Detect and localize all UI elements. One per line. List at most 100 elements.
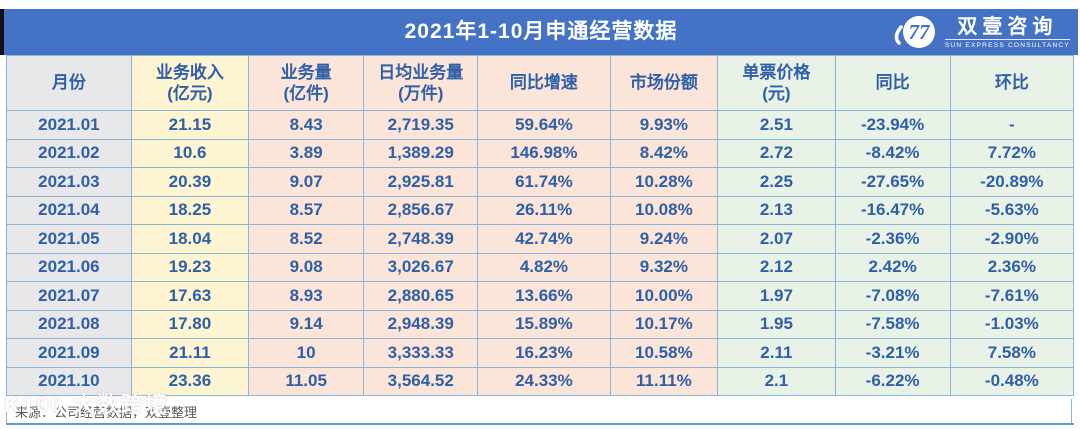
cell: 3.89 bbox=[248, 138, 365, 168]
cell: 9.24% bbox=[609, 224, 719, 254]
cell: -5.63% bbox=[949, 195, 1075, 225]
cell: 2.36% bbox=[949, 252, 1075, 282]
cell: 2,925.81 bbox=[363, 167, 479, 197]
cell: 2021.06 bbox=[6, 252, 132, 282]
cell: 2,719.35 bbox=[363, 110, 479, 140]
cell: 2.51 bbox=[717, 110, 836, 140]
logo-name-en: SUN EXPRESS CONSULTANCY bbox=[944, 38, 1070, 49]
cell: 18.04 bbox=[130, 224, 250, 254]
cell: 2021.04 bbox=[6, 195, 132, 225]
cell: 8.93 bbox=[248, 281, 365, 311]
cell: -27.65% bbox=[834, 167, 951, 197]
cell: 2,748.39 bbox=[363, 224, 479, 254]
cell: 4.82% bbox=[477, 252, 611, 282]
table-row: 2021.02 10.6 3.89 1,389.29 146.98% 8.42% 2.72-… bbox=[6, 138, 1075, 168]
cell: 2021.07 bbox=[6, 281, 132, 311]
cell: 2.07 bbox=[717, 224, 836, 254]
table-row: 2021.09 21.11 10 3,333.33 16.23% 10.58% 2.11 -3… bbox=[6, 338, 1075, 368]
cell: 13.66% bbox=[477, 281, 611, 311]
cell: -6.22% bbox=[834, 366, 951, 396]
cell: 10.08% bbox=[609, 195, 719, 225]
cell: -7.61% bbox=[949, 281, 1075, 311]
cell: 3,026.67 bbox=[363, 252, 479, 282]
cell: 10 bbox=[248, 338, 365, 368]
title-bar: 2021年1-10月申通经营数据 77 双壹咨询 SUN EXPRESS CON… bbox=[4, 9, 1078, 55]
cell: -0.48% bbox=[949, 366, 1075, 396]
cell: 2,948.39 bbox=[363, 309, 479, 339]
cell: 2021.09 bbox=[6, 338, 132, 368]
source-note-row: 来源：公司经营数据，双壹整理 bbox=[6, 399, 1072, 423]
cell: 8.57 bbox=[248, 195, 365, 225]
cell: 21.11 bbox=[130, 338, 250, 368]
cell: 2.25 bbox=[717, 167, 836, 197]
cell: 20.39 bbox=[130, 167, 250, 197]
column-header-5: 市场份额 bbox=[609, 55, 719, 111]
cell: 42.74% bbox=[477, 224, 611, 254]
cell: 3,333.33 bbox=[363, 338, 479, 368]
cell: 8.52 bbox=[248, 224, 365, 254]
cell: -23.94% bbox=[834, 110, 951, 140]
cell: 17.80 bbox=[130, 309, 250, 339]
column-header-6: 单票价格 (元) bbox=[717, 55, 836, 111]
cell: 2,856.67 bbox=[363, 195, 479, 225]
cell: 2021.05 bbox=[6, 224, 132, 254]
logo-name-cn: 双壹咨询 bbox=[957, 15, 1058, 38]
column-header-7: 同比 bbox=[834, 55, 951, 111]
watermark: K100 大数跨境 bbox=[4, 392, 169, 417]
cell: 8.43 bbox=[248, 110, 365, 140]
cell: 9.14 bbox=[248, 309, 365, 339]
table-row: 2021.08 17.80 9.14 2,948.39 15.89% 10.17% 1.95… bbox=[6, 309, 1075, 339]
cell: -20.89% bbox=[949, 167, 1075, 197]
cell: 1.95 bbox=[717, 309, 836, 339]
cell: 21.15 bbox=[130, 110, 250, 140]
table-row: 2021.07 17.63 8.93 2,880.65 13.66% 10.00% 1.97… bbox=[6, 281, 1075, 311]
table-row: 2021.05 18.04 8.52 2,748.39 42.74% 9.24% 2.07 -… bbox=[6, 224, 1075, 254]
cell: -1.03% bbox=[949, 309, 1075, 339]
cell: 18.25 bbox=[130, 195, 250, 225]
cell: 11.11% bbox=[609, 366, 719, 396]
cell: 10.28% bbox=[609, 167, 719, 197]
cell: 23.36 bbox=[130, 366, 250, 396]
cell: 8.42% bbox=[609, 138, 719, 168]
column-header-0: 月份 bbox=[6, 55, 132, 111]
cell: -7.08% bbox=[834, 281, 951, 311]
cell: 10.17% bbox=[609, 309, 719, 339]
column-header-4: 同比增速 bbox=[477, 55, 611, 111]
cell: 2021.01 bbox=[6, 110, 132, 140]
cell: 1,389.29 bbox=[363, 138, 479, 168]
cell: 59.64% bbox=[477, 110, 611, 140]
cell: - bbox=[949, 110, 1075, 140]
cell: 2,880.65 bbox=[363, 281, 479, 311]
data-table: 月份 业务收入 (亿元) 业务量 (亿件) 日均业务量 (万件) 同比增速 市场份额 单票价… bbox=[6, 55, 1075, 396]
cell: 9.93% bbox=[609, 110, 719, 140]
header-row: 月份 业务收入 (亿元) 业务量 (亿件) 日均业务量 (万件) 同比增速 市场份额 单票价… bbox=[6, 55, 1075, 111]
cell: 2.13 bbox=[717, 195, 836, 225]
logo: 77 双壹咨询 SUN EXPRESS CONSULTANCY bbox=[892, 12, 1070, 52]
cell: 2.11 bbox=[717, 338, 836, 368]
cell: 15.89% bbox=[477, 309, 611, 339]
left-edge-artifact bbox=[0, 9, 4, 55]
cell: -2.90% bbox=[949, 224, 1075, 254]
cell: -3.21% bbox=[834, 338, 951, 368]
cell: 16.23% bbox=[477, 338, 611, 368]
cell: 2021.02 bbox=[6, 138, 132, 168]
cell: -8.42% bbox=[834, 138, 951, 168]
table-row: 2021.10 23.36 11.05 3,564.52 24.33% 11.11% 2.1… bbox=[6, 366, 1075, 396]
cell: 11.05 bbox=[248, 366, 365, 396]
table-row: 2021.04 18.25 8.57 2,856.67 26.11% 10.08% 2.13… bbox=[6, 195, 1075, 225]
cell: 2.1 bbox=[717, 366, 836, 396]
table-row: 2021.06 19.23 9.08 3,026.67 4.82% 9.32% 2.12 2.… bbox=[6, 252, 1075, 282]
column-header-1: 业务收入 (亿元) bbox=[130, 55, 250, 111]
cell: 2021.08 bbox=[6, 309, 132, 339]
cell: 1.97 bbox=[717, 281, 836, 311]
cell: 24.33% bbox=[477, 366, 611, 396]
cell: 19.23 bbox=[130, 252, 250, 282]
cell: 2021.03 bbox=[6, 167, 132, 197]
cell: 10.00% bbox=[609, 281, 719, 311]
table-body: 2021.01 21.15 8.43 2,719.35 59.64% 9.93% 2.51-… bbox=[6, 110, 1075, 396]
logo-text: 双壹咨询 SUN EXPRESS CONSULTANCY bbox=[944, 15, 1070, 49]
cell: 26.11% bbox=[477, 195, 611, 225]
cell: 17.63 bbox=[130, 281, 250, 311]
table-row: 2021.01 21.15 8.43 2,719.35 59.64% 9.93% 2.51-… bbox=[6, 110, 1075, 140]
